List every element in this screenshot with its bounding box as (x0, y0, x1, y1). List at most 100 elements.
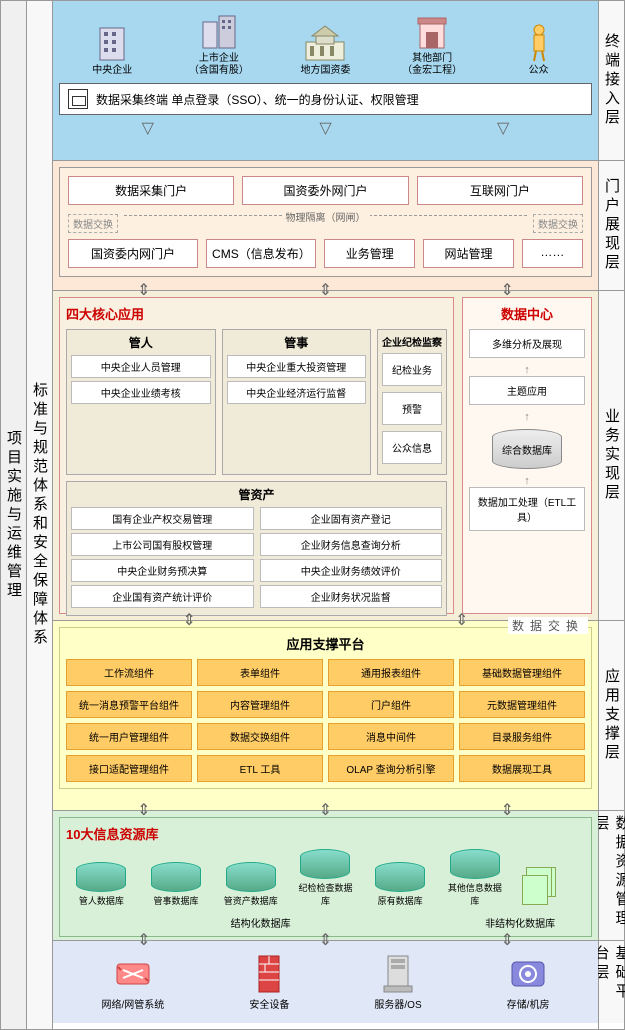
portal-more: …… (522, 239, 583, 268)
component-item: 表单组件 (197, 659, 323, 686)
bidir-arrow-icon: ⇕ (137, 800, 150, 820)
gzc-item: 上市公司国有股权管理 (71, 533, 254, 556)
bidir-arrow-icon: ⇕ (500, 930, 513, 950)
actor-other-dept: 其他部门（金宏工程） (392, 11, 472, 77)
inspection-title: 企业纪检监察 (382, 334, 442, 349)
rlabel-2: 门户展现层 (599, 161, 624, 291)
dc-item: 主题应用 (469, 376, 585, 405)
unstructured-docs (520, 867, 580, 907)
portal-biz: 业务管理 (324, 239, 415, 268)
physical-isolation-label: 物理隔离（网闸） (282, 213, 370, 224)
actor-public: 公众 (499, 23, 579, 77)
kiosk-icon (392, 11, 472, 51)
actor-label: 中央企业 (92, 65, 132, 76)
infrastructure-layer: 网络/网管系统 安全设备 服务器/OS (53, 941, 598, 1023)
portal-site: 网站管理 (423, 239, 514, 268)
layers-content: 中央企业 上市企业（含国有股） 地方国资委 (53, 1, 598, 1029)
database-item: 管事数据库 (146, 862, 206, 907)
actor-central-enterprise: 中央企业 (72, 23, 152, 77)
actor-sublabel: （金宏工程） (402, 65, 462, 76)
guanzichan-title: 管资产 (71, 486, 442, 503)
component-item: 目录服务组件 (459, 723, 585, 750)
gzc-item: 企业财务状况监督 (260, 585, 443, 608)
infra-storage: 存储/机房 (507, 954, 550, 1011)
terminal-access-layer: 中央企业 上市企业（含国有股） 地方国资委 (53, 1, 598, 161)
gzc-item: 中央企业财务绩效评价 (260, 559, 443, 582)
component-item: 通用报表组件 (328, 659, 454, 686)
bidir-arrow-icon: ⇕ (500, 280, 513, 300)
person-icon (499, 23, 579, 63)
save-icon (68, 89, 88, 109)
database-item: 管资产数据库 (221, 862, 281, 907)
guanshi-box: 管事 中央企业重大投资管理 中央企业经济运行监督 (222, 329, 372, 475)
architecture-diagram: 项目实施与运维管理 标准与规范体系和安全保障体系 中央企业 上市企业（含国有股） (0, 0, 625, 1030)
infra-network: 网络/网管系统 (102, 954, 165, 1011)
component-item: ETL 工具 (197, 755, 323, 782)
dc-item: 多维分析及展现 (469, 329, 585, 358)
database-icon (226, 862, 276, 892)
data-resource-layer: 10大信息资源库 管人数据库管事数据库管资产数据库纪检检查数据库原有数据库其他信… (53, 811, 598, 941)
actor-listed-enterprise: 上市企业（含国有股） (179, 11, 259, 77)
left-pillar-2: 标准与规范体系和安全保障体系 (27, 1, 53, 1029)
guanshi-item: 中央企业重大投资管理 (227, 355, 367, 378)
up-arrow-icon: ↑ (469, 364, 585, 376)
down-arrow-icon: ▽ (142, 118, 154, 138)
actor-sublabel: （含国有股） (189, 65, 249, 76)
actor-label: 地方国资委 (300, 65, 350, 76)
db-label: 综合数据库 (502, 442, 552, 457)
guanshi-item: 中央企业经济运行监督 (227, 381, 367, 404)
network-icon (102, 954, 165, 994)
resource-title: 10大信息资源库 (66, 824, 585, 843)
bidir-arrow-icon: ⇕ (319, 280, 332, 300)
rlabel-5: 数据资源管理层 (599, 811, 624, 941)
component-item: 统一用户管理组件 (66, 723, 192, 750)
left-pillar-1: 项目实施与运维管理 (1, 1, 27, 1029)
portal-data-collect: 数据采集门户 (68, 176, 234, 205)
core-apps-box: 四大核心应用 管人 中央企业人员管理 中央企业业绩考核 管事 中央企业重大投资管… (59, 297, 454, 614)
up-arrow-icon: ↑ (469, 475, 585, 487)
rlabel-6: 基础平台层 (599, 941, 624, 1023)
storage-icon (507, 954, 550, 994)
inspection-item: 预警 (382, 392, 442, 425)
firewall-icon (249, 954, 289, 994)
component-item: 数据交换组件 (197, 723, 323, 750)
down-arrow-icon: ▽ (319, 118, 331, 138)
actor-label: 公众 (529, 65, 549, 76)
guanren-item: 中央企业人员管理 (71, 355, 211, 378)
portal-intranet: 国资委内网门户 (68, 239, 198, 268)
bidir-arrow-icon: ⇕ (183, 610, 196, 630)
component-item: 工作流组件 (66, 659, 192, 686)
component-item: 消息中间件 (328, 723, 454, 750)
actor-label: 其他部门 (412, 53, 452, 64)
bidir-arrow-icon: ⇕ (137, 280, 150, 300)
database-item: 其他信息数据库 (445, 849, 505, 907)
data-center-title: 数据中心 (469, 304, 585, 323)
infra-server: 服务器/OS (374, 954, 421, 1011)
bidir-arrow-icon: ⇕ (500, 800, 513, 820)
infra-security: 安全设备 (249, 954, 289, 1011)
inspection-item: 纪检业务 (382, 353, 442, 386)
actor-label: 上市企业 (199, 53, 239, 64)
portal-container: 数据采集门户 国资委外网门户 互联网门户 数据交换 物理隔离（网闸） 数据交换 … (59, 167, 592, 277)
guanren-box: 管人 中央企业人员管理 中央企业业绩考核 (66, 329, 216, 475)
rlabel-3: 业务实现层 (599, 291, 624, 621)
database-item: 管人数据库 (71, 862, 131, 907)
actors-row: 中央企业 上市企业（含国有股） 地方国资委 (59, 7, 592, 77)
documents-icon (520, 867, 560, 907)
buildings-icon (179, 11, 259, 51)
data-exchange-tag: 数据交换 (533, 214, 583, 233)
gzc-item: 中央企业财务预决算 (71, 559, 254, 582)
gzc-item: 企业固有资产登记 (260, 507, 443, 530)
component-item: 数据展现工具 (459, 755, 585, 782)
rlabel-4: 应用支撑层 (599, 621, 624, 811)
app-support-box: 应用支撑平台 工作流组件表单组件通用报表组件基础数据管理组件统一消息预警平台组件… (59, 627, 592, 789)
infra-label: 存储/机房 (507, 1000, 550, 1011)
bidir-arrow-icon: ⇕ (319, 800, 332, 820)
component-item: 统一消息预警平台组件 (66, 691, 192, 718)
gzc-item: 企业国有资产统计评价 (71, 585, 254, 608)
infra-label: 安全设备 (249, 1000, 289, 1011)
database-icon (76, 862, 126, 892)
component-item: 基础数据管理组件 (459, 659, 585, 686)
app-support-title: 应用支撑平台 (66, 634, 585, 653)
component-item: 接口适配管理组件 (66, 755, 192, 782)
